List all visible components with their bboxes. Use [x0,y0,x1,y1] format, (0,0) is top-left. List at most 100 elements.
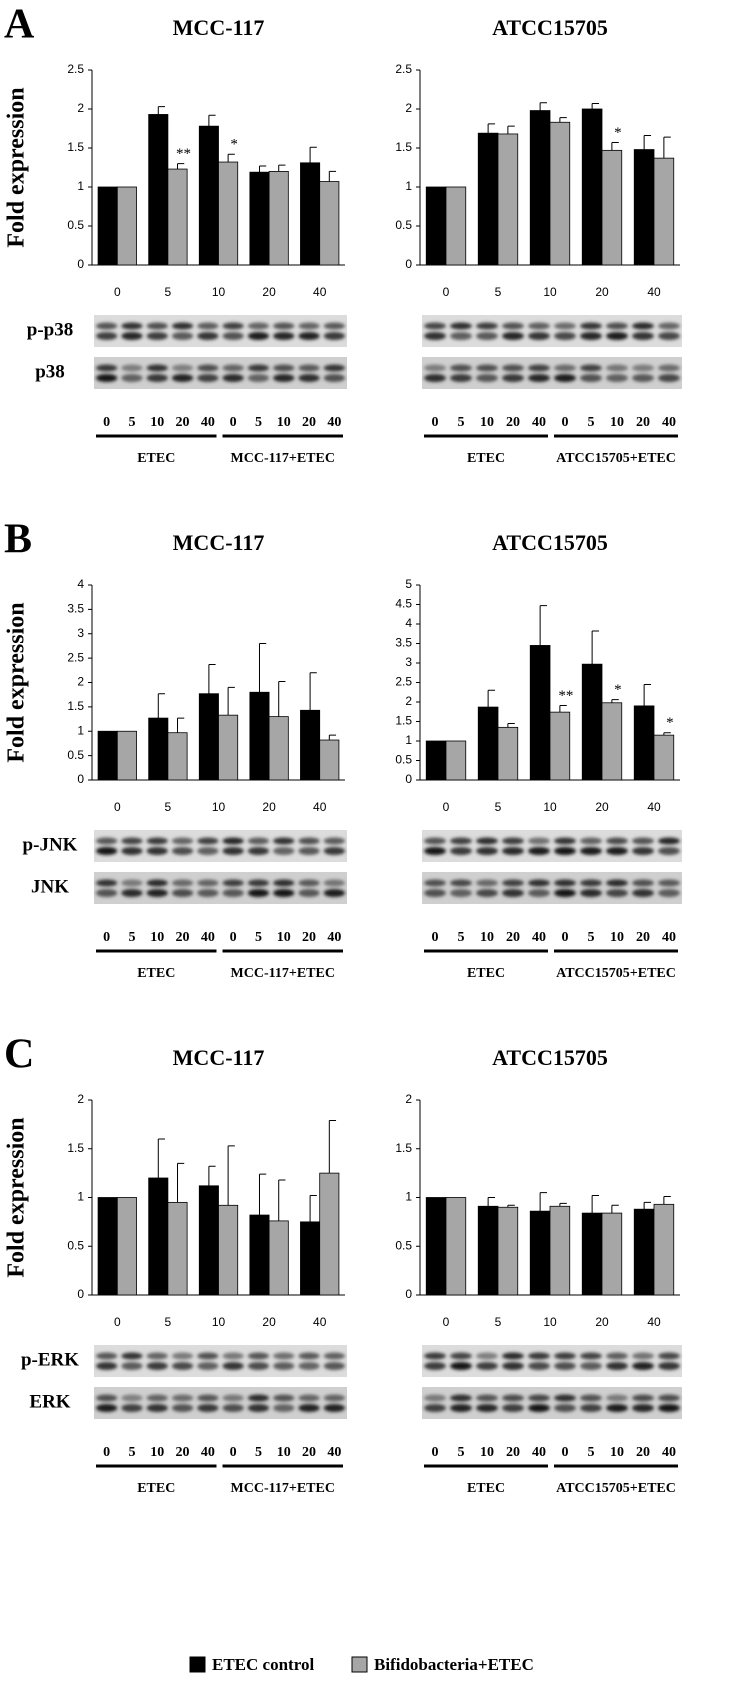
blot-band [273,374,295,382]
blot-band [580,847,602,855]
blot-band [171,847,194,855]
bar [198,693,219,781]
y-tick-label: 1 [77,723,84,737]
bar [249,1214,270,1296]
blot-band [171,837,194,845]
lane-label: 10 [480,415,494,430]
bar [477,706,499,781]
bar [300,1221,321,1296]
bar [218,1204,239,1296]
lane-label: 40 [201,1445,215,1460]
blot-band [424,364,446,372]
lane-label: 0 [562,930,569,945]
error-bar [559,705,567,713]
blot-band [247,879,270,887]
y-tick-label: 2 [77,1092,84,1106]
blot-band [121,889,143,897]
bar [549,1205,571,1296]
bar [477,132,499,266]
blot-band [222,322,244,330]
blot-band [424,837,446,845]
blot-band [580,332,602,340]
y-tick-label: 0 [405,1287,412,1301]
blot-band [323,1404,345,1412]
blot-band [502,1362,524,1370]
blot-band [197,889,219,897]
error-bar [663,1196,671,1205]
lane-label: 10 [610,415,624,430]
blot-band [247,1362,270,1370]
blot-band [450,1362,472,1370]
y-tick-label: 3 [77,626,84,640]
blot-band [323,1362,345,1370]
error-bar [157,693,166,719]
error-bar [227,686,235,716]
error-bar [591,103,600,109]
blot-band [222,1362,244,1370]
blot-band [222,364,244,372]
y-tick-label: 0 [77,772,84,786]
blot-band [298,889,320,897]
blot-band [450,1352,472,1360]
y-tick-label: 1.5 [67,1141,84,1155]
error-bar [258,165,267,173]
blot-band [273,364,295,372]
bar [148,114,169,266]
blot-band [146,364,168,372]
blot-band [606,837,628,845]
lane-label: 20 [176,1445,190,1460]
blot-band [606,847,628,855]
y-tick-label: 0 [77,257,84,271]
blot-band [606,322,628,330]
blot-band [197,1352,219,1360]
lane-label: 40 [532,415,546,430]
blot-band [554,1404,576,1412]
blot-band [146,1394,168,1402]
blot-band [554,332,576,340]
blot-band [450,322,472,330]
error-bar [539,102,548,111]
blot-band [450,879,472,887]
error-bar [208,663,216,694]
blot-band [171,364,194,372]
panel-letter: C [4,1032,34,1078]
lane-label: 40 [532,1445,546,1460]
blot-band [323,837,345,845]
error-bar [278,164,286,172]
blot-band [450,847,472,855]
legend-swatch [189,1656,206,1673]
bar [268,716,289,781]
bar [319,739,340,781]
group-label: MCC-117+ETEC [231,966,335,981]
y-tick-label: 0.5 [395,1238,412,1252]
blot-band [273,837,295,845]
x-tick-label: 5 [165,285,172,299]
blot-background [422,1345,682,1377]
y-tick-label: 2.5 [67,62,84,76]
blot-band [554,364,576,372]
lane-label: 20 [506,415,520,430]
error-bar [559,117,567,123]
blot-band [580,1352,602,1360]
blot-band [658,1394,680,1402]
blot-band [554,879,576,887]
x-tick-label: 10 [543,285,557,299]
bar [300,709,321,781]
blot-band [273,322,295,330]
lane-label: 40 [662,930,676,945]
blot-band [121,374,143,382]
bar [653,734,675,781]
lane-label: 0 [562,1445,569,1460]
blot-band [298,1362,320,1370]
blot-band [580,1362,602,1370]
group-label: MCC-117+ETEC [231,1481,335,1496]
blot-background [422,315,682,347]
y-tick-label: 0 [405,772,412,786]
blot-band [146,879,168,887]
lane-label: 0 [103,930,110,945]
x-tick-label: 0 [443,800,450,814]
blot-band [171,374,194,382]
blot-background [94,1387,347,1419]
blot-band [247,364,270,372]
blot-band [580,889,602,897]
